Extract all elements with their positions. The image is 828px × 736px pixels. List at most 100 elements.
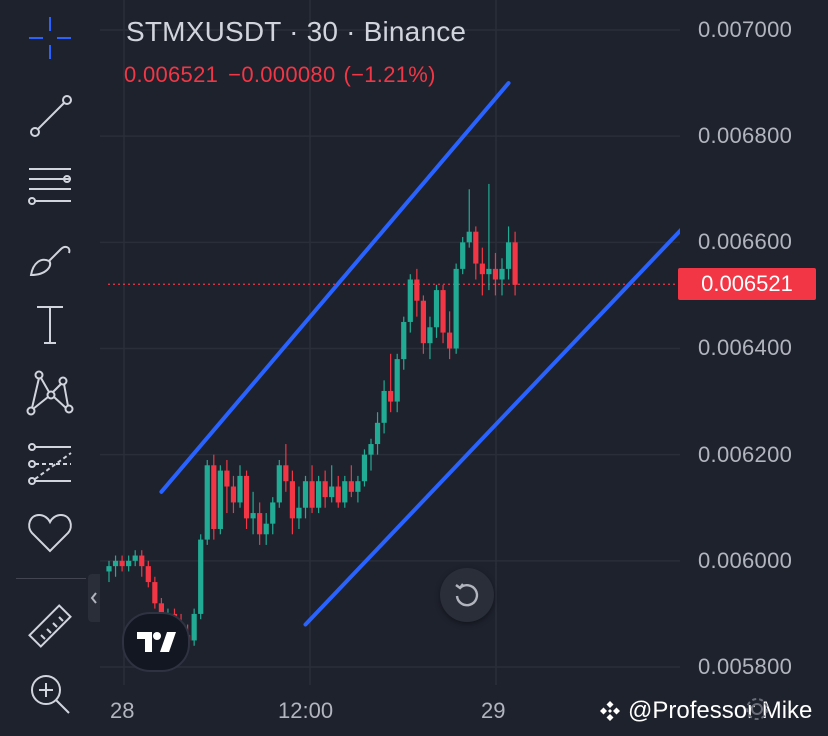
tradingview-logo[interactable] <box>122 612 190 672</box>
price-change-percent: (−1.21%) <box>343 62 436 87</box>
heart-icon <box>28 513 72 553</box>
candle-body <box>283 465 289 482</box>
candle-body <box>414 279 420 301</box>
candle-body <box>322 481 328 498</box>
x-tick-label: 28 <box>110 698 135 723</box>
candle-body <box>139 555 145 567</box>
candle-body <box>381 390 387 423</box>
candle-body <box>388 390 394 402</box>
candle-body <box>466 231 472 243</box>
x-tick-label: 12:00 <box>278 698 334 723</box>
candle-body <box>309 481 315 508</box>
text-icon <box>37 306 63 344</box>
drawing-toolbar <box>0 0 100 736</box>
y-tick-label: 0.005800 <box>698 654 793 679</box>
candle-body <box>368 444 374 455</box>
candle-body <box>158 603 164 620</box>
candle-body <box>374 422 381 445</box>
candle-body <box>492 268 499 280</box>
candle-body <box>348 481 354 492</box>
candle-body <box>112 560 119 567</box>
candle-body <box>211 465 217 529</box>
channel-line-upper <box>159 81 511 494</box>
candle-body <box>257 513 263 535</box>
candle-body <box>250 513 256 519</box>
toolbar-collapse-button[interactable] <box>88 574 100 622</box>
candle-body <box>440 290 446 333</box>
reset-icon <box>455 583 479 607</box>
binance-logo-icon <box>600 701 620 721</box>
candle-body <box>230 486 237 503</box>
watermark-text: @Professor Mike <box>628 697 813 724</box>
candle-body <box>499 268 505 280</box>
symbol-title[interactable]: STMXUSDT · 30 · Binance <box>126 16 467 47</box>
trend-line-icon <box>30 95 72 137</box>
y-tick-label: 0.006800 <box>698 123 793 148</box>
candle-body <box>302 481 309 508</box>
candle-body <box>453 268 459 349</box>
text-tool[interactable] <box>22 298 78 350</box>
candle-body <box>191 613 197 641</box>
watermark: @Professor Mike <box>598 697 812 725</box>
candle-body <box>355 481 361 492</box>
candle-body <box>335 486 341 503</box>
candle-body <box>479 263 485 275</box>
candle-body <box>152 582 158 604</box>
pattern-icon <box>26 370 74 416</box>
brush-icon <box>29 245 71 277</box>
last-price: 0.006521 <box>124 62 219 87</box>
candle-body <box>342 481 348 503</box>
chevron-left-icon <box>90 592 97 604</box>
candle-body <box>401 321 407 360</box>
candle-body <box>316 481 322 508</box>
candle-body <box>276 465 282 503</box>
pattern-tool[interactable] <box>22 366 78 418</box>
candle-body <box>106 566 112 572</box>
brush-tool[interactable] <box>22 232 78 284</box>
y-tick-label: 0.006000 <box>698 548 793 573</box>
candle-body <box>119 560 125 567</box>
candle-body <box>420 300 426 344</box>
candle-body <box>243 475 250 519</box>
trend-line-tool[interactable] <box>22 90 78 142</box>
prediction-tool[interactable] <box>22 438 78 490</box>
candle-body <box>289 481 295 519</box>
candle-body <box>224 470 230 487</box>
candle-body <box>433 290 440 328</box>
zoom-in-icon <box>31 675 70 714</box>
candle-body <box>270 502 276 524</box>
candle-body <box>132 555 138 561</box>
crosshair-tool[interactable] <box>22 12 78 64</box>
candle-body <box>447 332 453 349</box>
zoom-in-tool[interactable] <box>22 668 78 720</box>
price-chart[interactable] <box>100 0 680 685</box>
fib-retracement-tool[interactable] <box>22 160 78 212</box>
y-tick-label: 0.006400 <box>698 335 793 360</box>
measure-tool[interactable] <box>22 600 78 652</box>
candle-body <box>145 566 151 583</box>
y-tick-label: 0.006600 <box>698 229 793 254</box>
candle-body <box>263 523 269 535</box>
crosshair-icon <box>29 17 71 59</box>
reset-chart-button[interactable] <box>440 568 494 622</box>
settings-icon[interactable] <box>742 694 772 724</box>
candle-body <box>505 242 512 269</box>
fib-retracement-icon <box>28 168 71 205</box>
y-tick-label: 0.006200 <box>698 442 793 467</box>
candle-body <box>512 242 518 285</box>
candle-body <box>361 454 368 482</box>
candle-body <box>329 486 335 498</box>
prediction-icon <box>28 443 72 485</box>
candle-body <box>204 465 210 540</box>
ruler-icon <box>28 604 72 648</box>
chart-area[interactable] <box>100 0 680 685</box>
y-tick-label: 0.007000 <box>698 17 793 42</box>
candle-body <box>427 327 433 344</box>
candle-body <box>460 242 466 269</box>
tradingview-logo-icon <box>137 632 176 652</box>
candle-body <box>296 507 302 519</box>
candle-body <box>198 539 204 614</box>
candle-body <box>394 359 400 402</box>
current-price-tag: 0.006521 <box>678 268 816 300</box>
favorites-tool[interactable] <box>22 506 78 558</box>
